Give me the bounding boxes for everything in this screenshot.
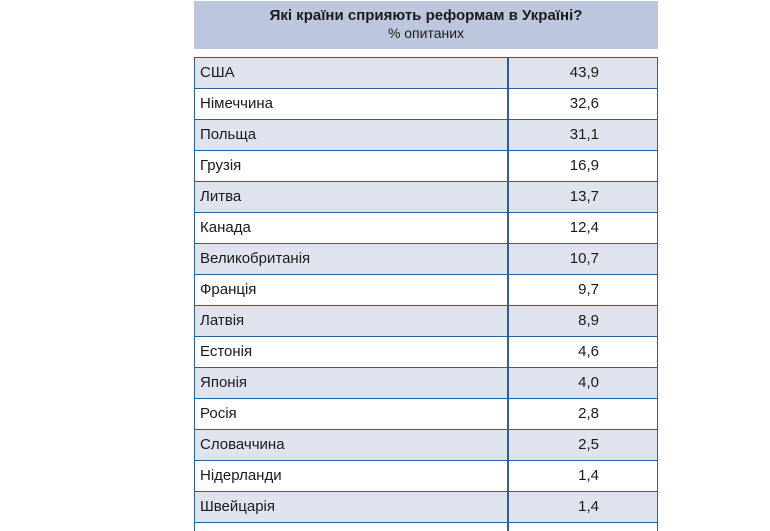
country-cell: Німеччина — [195, 89, 509, 119]
value-cell: 4,6 — [578, 343, 599, 360]
country-cell: Швейцарія — [195, 492, 509, 522]
table-row: Росія 2,8 — [194, 399, 658, 430]
country-cell: Великобританія — [195, 244, 509, 274]
value-cell: 32,6 — [569, 95, 599, 112]
table-row: Канада 12,4 — [194, 213, 658, 244]
country-cell: Латвія — [195, 306, 509, 336]
country-cell: США — [195, 58, 509, 88]
table-header: Які країни сприяють реформам в Україні? … — [194, 1, 658, 49]
country-cell — [195, 523, 509, 531]
value-cell: 1,4 — [578, 498, 599, 515]
value-cell — [509, 523, 657, 531]
table-row-partial — [194, 523, 658, 531]
table-row: Латвія 8,9 — [194, 306, 658, 337]
value-cell: 16,9 — [569, 157, 599, 174]
table-row: Польща 31,1 — [194, 120, 658, 151]
table-row: Франція 9,7 — [194, 275, 658, 306]
table-row: Німеччина 32,6 — [194, 89, 658, 120]
value-cell: 13,7 — [569, 188, 599, 205]
table-row: Японія 4,0 — [194, 368, 658, 399]
table-row: Словаччина 2,5 — [194, 430, 658, 461]
value-cell: 43,9 — [569, 64, 599, 81]
value-cell: 1,4 — [578, 467, 599, 484]
value-cell: 31,1 — [569, 126, 599, 143]
country-cell: Канада — [195, 213, 509, 243]
table-row: Естонія 4,6 — [194, 337, 658, 368]
table-subtitle: % опитаних — [387, 25, 465, 41]
country-cell: Польща — [195, 120, 509, 150]
table-row: Великобританія 10,7 — [194, 244, 658, 275]
table-row: Литва 13,7 — [194, 182, 658, 213]
country-cell: Росія — [195, 399, 509, 429]
value-cell: 2,5 — [578, 436, 599, 453]
value-cell: 9,7 — [578, 281, 599, 298]
country-cell: Японія — [195, 368, 509, 398]
table-row: Нідерланди 1,4 — [194, 461, 658, 492]
table-row: Грузія 16,9 — [194, 151, 658, 182]
value-cell: 4,0 — [578, 374, 599, 391]
value-cell: 10,7 — [569, 250, 599, 267]
country-cell: Нідерланди — [195, 461, 509, 491]
value-cell: 12,4 — [569, 219, 599, 236]
table-row: Швейцарія 1,4 — [194, 492, 658, 523]
country-cell: Словаччина — [195, 430, 509, 460]
table-title: Які країни сприяють реформам в Україні? — [269, 7, 583, 24]
country-cell: Литва — [195, 182, 509, 212]
country-cell: Франція — [195, 275, 509, 305]
country-cell: Естонія — [195, 337, 509, 367]
country-cell: Грузія — [195, 151, 509, 181]
table-row: США 43,9 — [194, 58, 658, 89]
data-table: США 43,9 Німеччина 32,6 Польща 31,1 Грузія 16,9… — [194, 57, 658, 531]
value-cell: 2,8 — [578, 405, 599, 422]
value-cell: 8,9 — [578, 312, 599, 329]
